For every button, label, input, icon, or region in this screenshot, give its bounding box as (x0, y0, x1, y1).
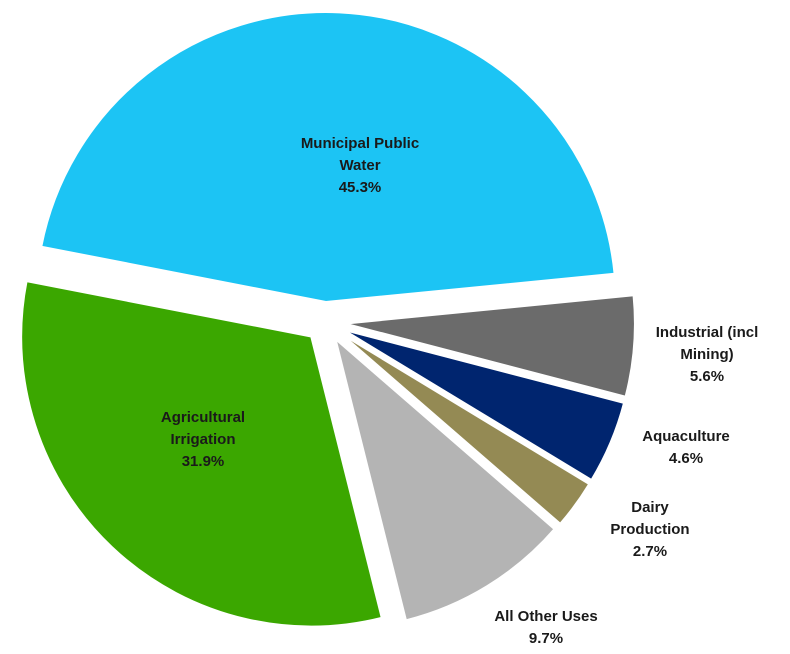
slice-label: Aquaculture 4.6% (621, 426, 751, 470)
slice-category: All Other Uses (494, 608, 598, 625)
pie-slice (344, 294, 636, 398)
slice-label: Dairy Production 2.7% (600, 497, 700, 563)
pie-slice (40, 11, 616, 304)
slice-category: Dairy Production (610, 499, 690, 538)
slice-category: Aquaculture (642, 428, 730, 445)
slice-value: 31.9% (181, 453, 225, 470)
pie-slice (333, 336, 556, 622)
pie-slice (20, 280, 383, 628)
pie-slice (342, 328, 626, 482)
slice-value: 45.3% (338, 179, 382, 196)
slice-value: 2.7% (632, 543, 668, 560)
slice-value: 4.6% (668, 450, 704, 467)
slice-value: 9.7% (528, 630, 564, 647)
pie-slice (340, 332, 591, 526)
slice-label: All Other Uses 9.7% (461, 606, 631, 650)
slice-value: 5.6% (689, 368, 725, 385)
slice-label: Municipal Public Water 45.3% (295, 133, 425, 199)
slice-label: Agricultural Irrigation 31.9% (143, 407, 263, 473)
slice-category: Agricultural Irrigation (160, 409, 246, 448)
slice-label: Industrial (incl Mining) 5.6% (632, 322, 782, 388)
slice-category: Municipal Public Water (300, 135, 420, 174)
slice-category: Industrial (incl Mining) (655, 324, 759, 363)
